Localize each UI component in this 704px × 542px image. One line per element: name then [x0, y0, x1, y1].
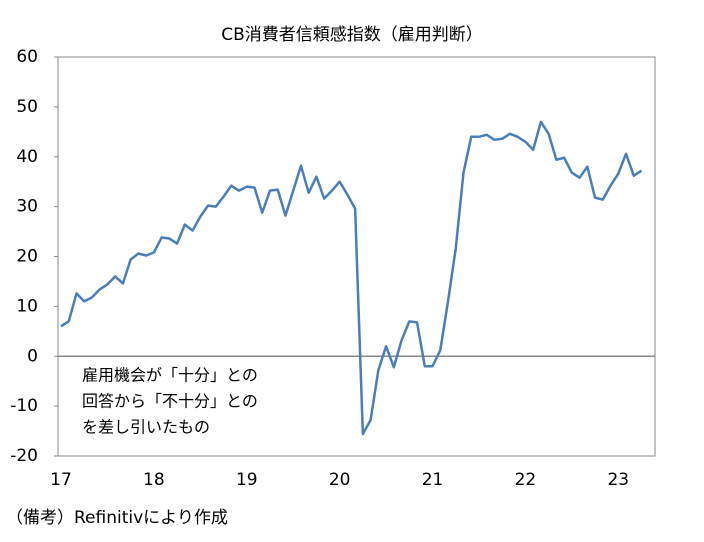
x-tick-label: 23: [607, 470, 629, 490]
x-tick-label: 21: [422, 470, 444, 490]
y-tick-label: 10: [16, 296, 38, 316]
footnote: （備考）Refinitivにより作成: [6, 508, 228, 528]
x-tick-label: 18: [143, 470, 165, 490]
annotation: を差し引いたもの: [82, 418, 210, 437]
y-tick-label: 40: [16, 147, 38, 167]
annotation: 回答から「不十分」との: [82, 392, 258, 411]
x-tick-label: 17: [50, 470, 72, 490]
annotation: 雇用機会が「十分」との: [82, 366, 258, 385]
y-tick-label: 30: [16, 197, 38, 217]
y-tick-label: 20: [16, 247, 38, 267]
x-tick-label: 22: [515, 470, 537, 490]
data-line: [60, 120, 643, 436]
y-tick-label: -20: [10, 446, 38, 466]
y-tick-label: 60: [16, 47, 38, 67]
y-tick-label: 50: [16, 97, 38, 117]
x-tick-label: 20: [329, 470, 351, 490]
y-tick-label: 0: [27, 346, 38, 366]
chart-title: CB消費者信頼感指数（雇用判断）: [221, 25, 483, 45]
x-tick-label: 19: [236, 470, 258, 490]
y-tick-label: -10: [10, 396, 38, 416]
